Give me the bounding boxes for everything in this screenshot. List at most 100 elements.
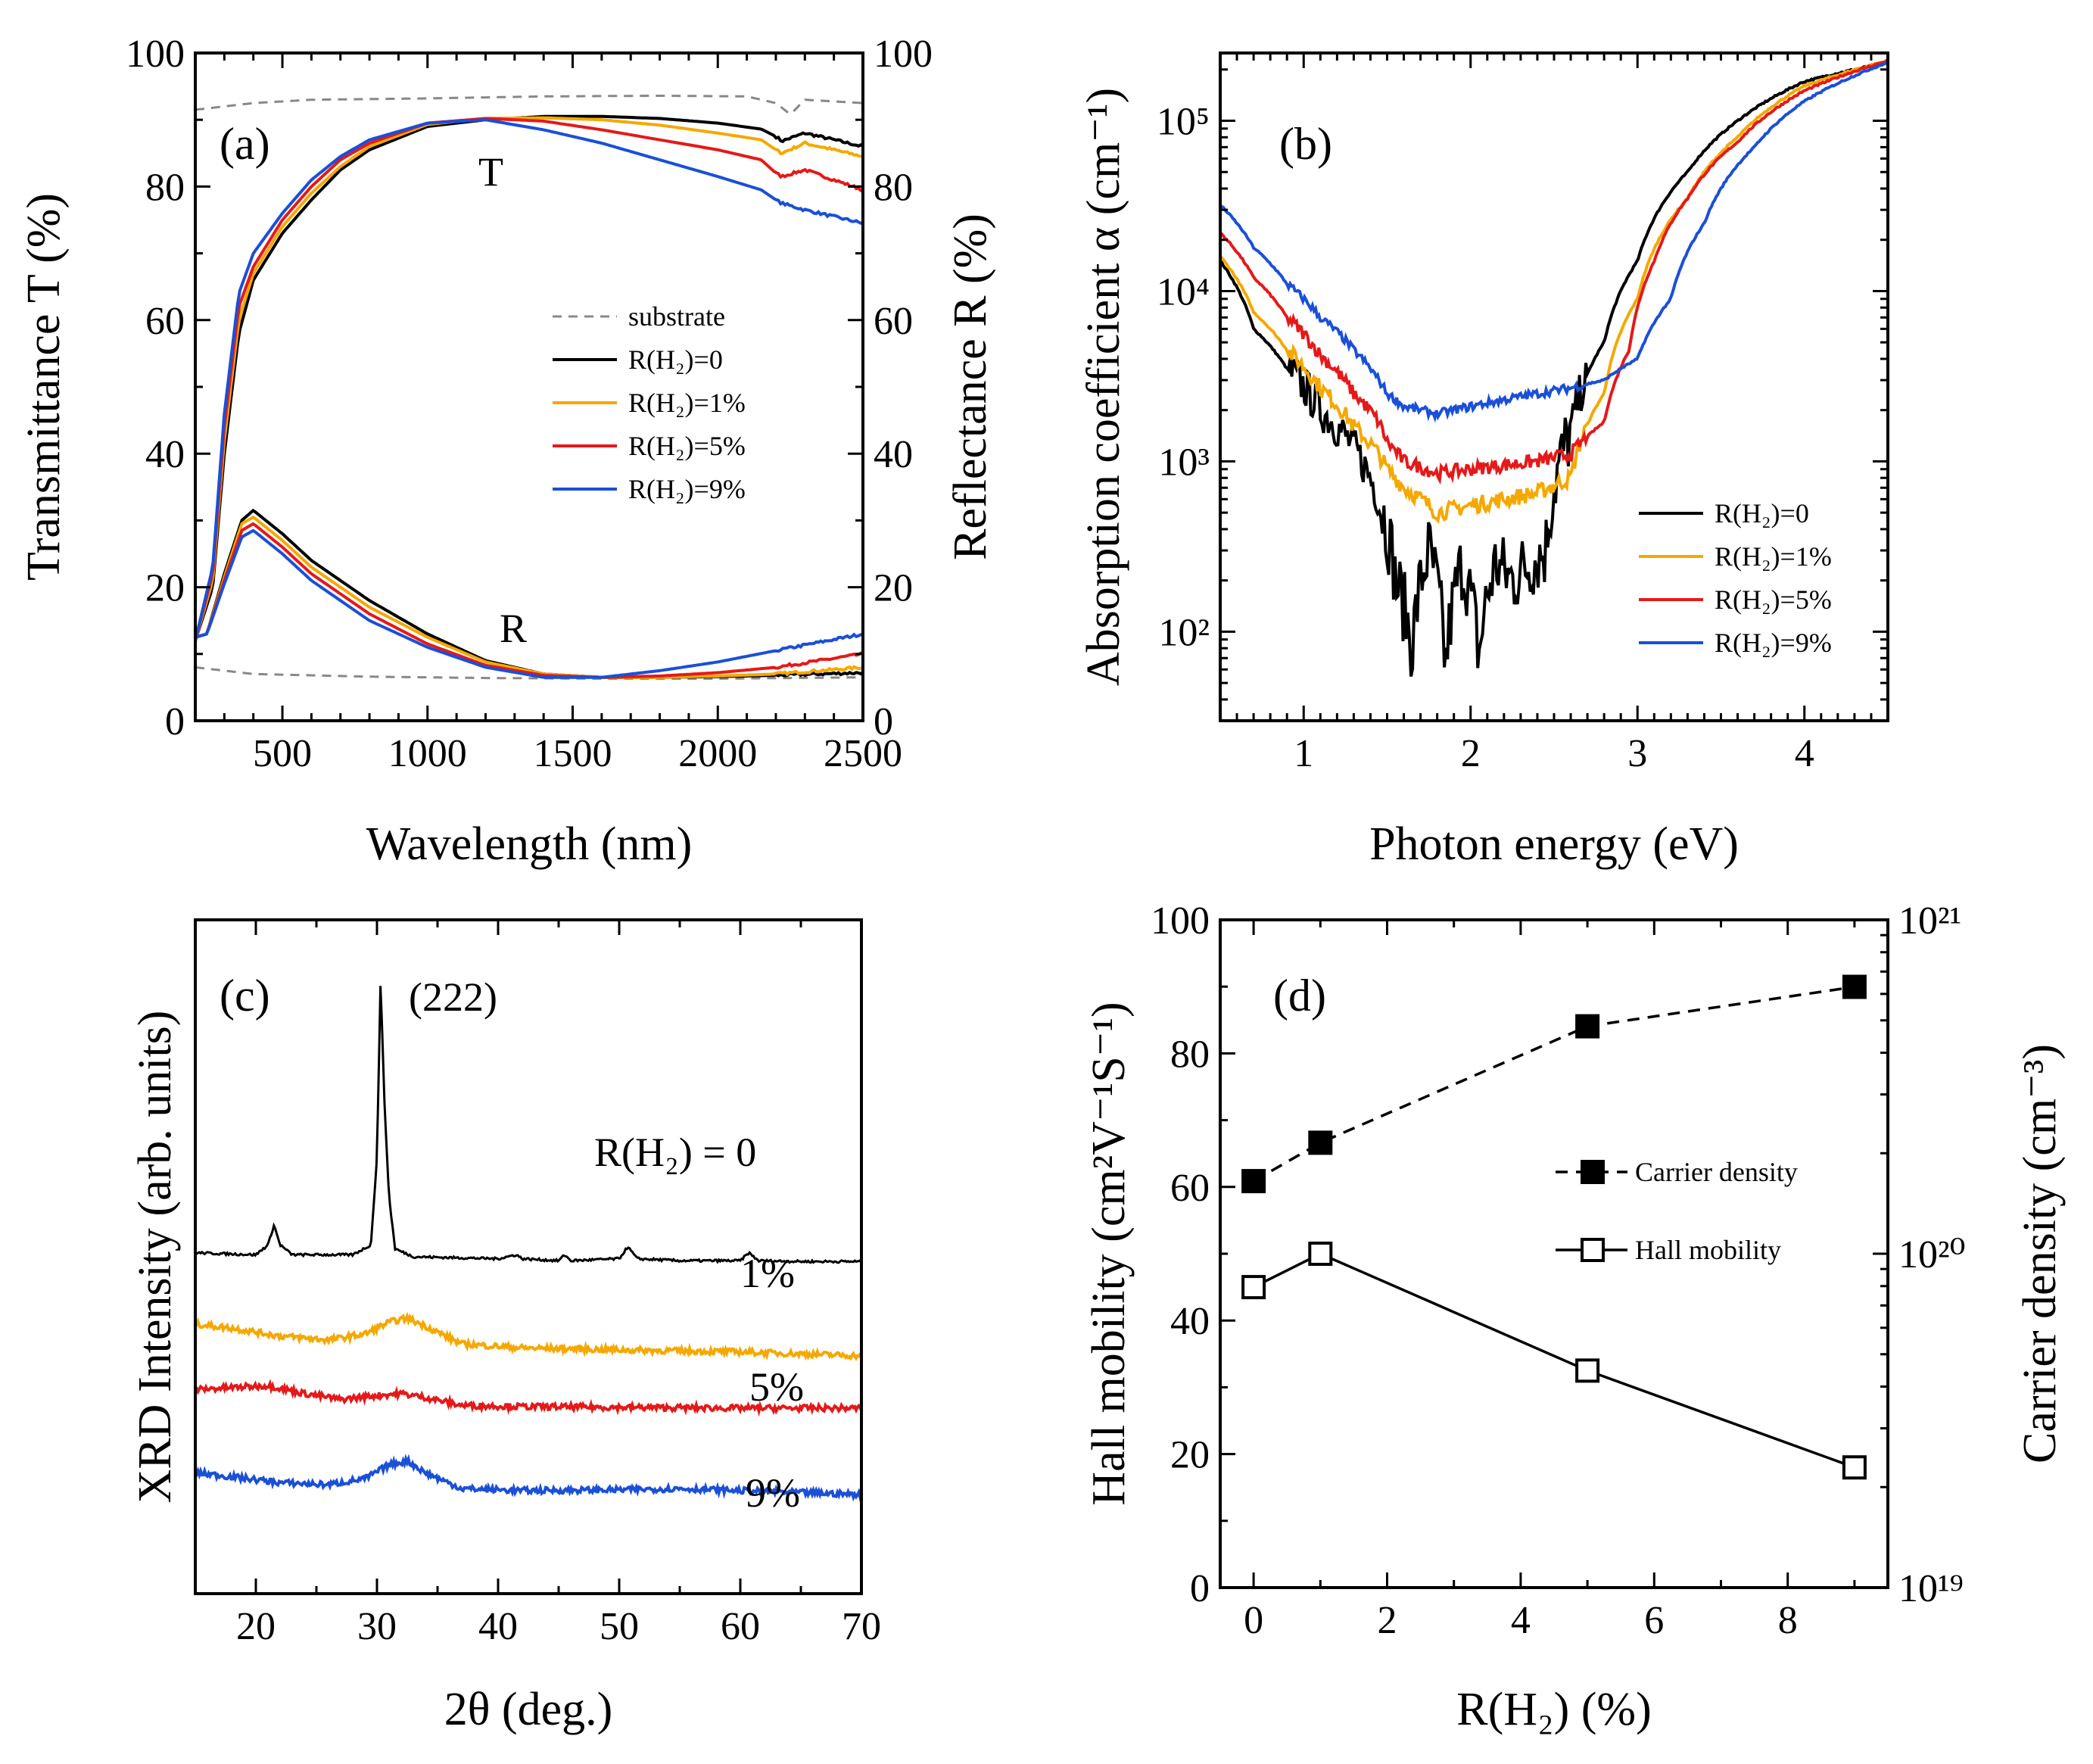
- panel-a-series: [194, 95, 864, 680]
- annotation-1pct: 1%: [740, 1251, 795, 1296]
- panel-d-legend: Carrier density Hall mobility: [1556, 1157, 1798, 1265]
- x-tick-label: 500: [253, 732, 312, 775]
- marker-hall-mobility: [1241, 1275, 1266, 1300]
- x-tick-label: 60: [721, 1605, 760, 1648]
- annotation-222: (222): [409, 974, 497, 1020]
- panel-a-frame: [194, 51, 864, 722]
- y-tick-label-left: 40: [145, 433, 185, 476]
- y-tick-label-right: 80: [874, 166, 913, 209]
- x-tick-label: 2: [1461, 732, 1481, 775]
- x-tick-label: 4: [1795, 732, 1814, 775]
- marker-carrier-density: [1241, 1169, 1266, 1194]
- marker-carrier-density: [1308, 1130, 1333, 1155]
- y-tick-label-left: 0: [1190, 1567, 1210, 1610]
- y-tick-label-left: 0: [165, 700, 185, 743]
- y-tick-label-left: 60: [1170, 1167, 1210, 1210]
- x-tick-label: 6: [1644, 1599, 1664, 1642]
- y-tick-label-left: 80: [1170, 1033, 1210, 1076]
- y-tick-label-left: 80: [145, 166, 185, 209]
- x-tick-label: 2000: [678, 732, 757, 775]
- series-line-substrate-t: [195, 95, 864, 115]
- series-line-r-h-5-r: [195, 522, 864, 679]
- series-line-r-h-5: [1220, 59, 1888, 485]
- y-tick-label-right: 10²⁰: [1898, 1233, 1965, 1276]
- x-tick-label: 40: [478, 1605, 518, 1648]
- y-tick-label-left: 20: [1170, 1434, 1210, 1477]
- panel-b-plot-area: [1220, 58, 1888, 677]
- series-line-r-h-1: [1220, 58, 1888, 524]
- series-line-r-h-9-r: [195, 528, 864, 679]
- panel-d-label: (d): [1273, 971, 1326, 1021]
- legend-marker-d-0: [1581, 1160, 1605, 1184]
- annotation-9pct: 9%: [746, 1470, 800, 1516]
- series-line-r-h-5-t: [194, 117, 864, 641]
- x-tick-label: 1500: [534, 732, 612, 775]
- y-tick-label-left: 40: [1170, 1300, 1210, 1343]
- y-tick-label-right: 100: [874, 33, 933, 76]
- series-line-1: [194, 1311, 862, 1361]
- x-tick-label: 1000: [388, 732, 467, 775]
- panel-d-ylabel-right: Carrier density (cm⁻³): [2014, 1044, 2066, 1463]
- panel-c-xrd: 20 30 40 50 60 70 (c) (222) R(H₂) = 0 1% 5% 9…: [129, 918, 881, 1735]
- panel-a-legend: substrate R(H₂)=0 R(H₂)=1% R(H₂)=5% R(H₂)=9%: [553, 301, 746, 504]
- x-tick-label: 2: [1378, 1599, 1397, 1642]
- y-tick-label-right: 60: [874, 300, 913, 343]
- series-line-r-h-1-r: [195, 515, 864, 679]
- panel-c-series: [194, 986, 863, 1503]
- y-tick-label-left: 60: [145, 300, 185, 343]
- legend-label-b-0: R(H₂)=0: [1715, 498, 1809, 528]
- legend-label-b-3: R(H₂)=9%: [1715, 628, 1832, 658]
- y-tick-label-left: 10⁴: [1157, 270, 1210, 313]
- panel-c-label: (c): [220, 971, 270, 1021]
- panel-b-ylabel: Absorption coefficient α (cm⁻¹): [1078, 88, 1129, 686]
- legend-label-b-1: R(H₂)=1%: [1715, 541, 1832, 572]
- marker-carrier-density: [1842, 974, 1867, 999]
- legend-label-b-2: R(H₂)=5%: [1715, 584, 1832, 615]
- y-tick-label-left: 10²: [1158, 611, 1210, 654]
- x-tick-label: 4: [1511, 1599, 1531, 1642]
- y-tick-label-left: 100: [126, 33, 185, 76]
- legend-marker-d-1: [1581, 1238, 1605, 1262]
- series-line-substrate-r: [195, 665, 863, 680]
- marker-hall-mobility: [1842, 1455, 1867, 1480]
- series-line-r-h-1-t: [194, 116, 864, 641]
- y-tick-label-right: 10¹⁹: [1898, 1567, 1964, 1610]
- x-tick-label: 3: [1627, 732, 1647, 775]
- x-tick-label: 1: [1294, 732, 1313, 775]
- annotation-T: T: [478, 149, 503, 195]
- panel-a-transmittance-reflectance: 500 1000 1500 2000 2500020406080100020406080…: [18, 33, 996, 870]
- panel-c-frame: [194, 918, 863, 1595]
- y-tick-label-right: 20: [874, 567, 913, 610]
- x-tick-label: 70: [842, 1605, 881, 1648]
- y-tick-label-left: 10⁵: [1157, 101, 1210, 144]
- panel-a-ylabel-right: Reflectance R (%): [945, 213, 996, 560]
- x-tick-label: 30: [357, 1605, 397, 1648]
- x-tick-label: 8: [1778, 1599, 1798, 1642]
- marker-hall-mobility: [1308, 1242, 1333, 1266]
- legend-label-d-1: Hall mobility: [1635, 1235, 1781, 1265]
- annotation-5pct: 5%: [749, 1364, 804, 1410]
- legend-label-a-3: R(H₂)=5%: [628, 431, 746, 461]
- panel-c-xlabel: 2θ (deg.): [444, 1684, 613, 1735]
- x-tick-label: 2500: [824, 732, 902, 775]
- y-tick-label-left: 100: [1151, 899, 1210, 943]
- panel-d-ylabel: Hall mobility (cm²V⁻¹S⁻¹): [1083, 1002, 1135, 1505]
- series-line-r-h-9-t: [194, 118, 864, 641]
- legend-label-a-0: substrate: [628, 301, 725, 332]
- y-tick-label-left: 10³: [1158, 441, 1210, 484]
- panel-c-ticks: 20 30 40 50 60 70: [194, 920, 881, 1648]
- panel-d-xlabel: R(H₂) (%): [1456, 1684, 1651, 1735]
- legend-label-a-1: R(H₂)=0: [628, 344, 723, 375]
- x-tick-label: 50: [600, 1605, 639, 1648]
- panel-b-ticks: 1 2 3 4 10² 10³ 10⁴ 10⁵: [1157, 53, 1888, 775]
- panel-b-series: [1220, 58, 1888, 677]
- series-line-5: [195, 1379, 863, 1417]
- annotation-R: R: [500, 606, 527, 651]
- series-line-hall-mobility: [1253, 1252, 1855, 1469]
- marker-carrier-density: [1575, 1014, 1600, 1039]
- panel-a-label: (a): [220, 119, 270, 169]
